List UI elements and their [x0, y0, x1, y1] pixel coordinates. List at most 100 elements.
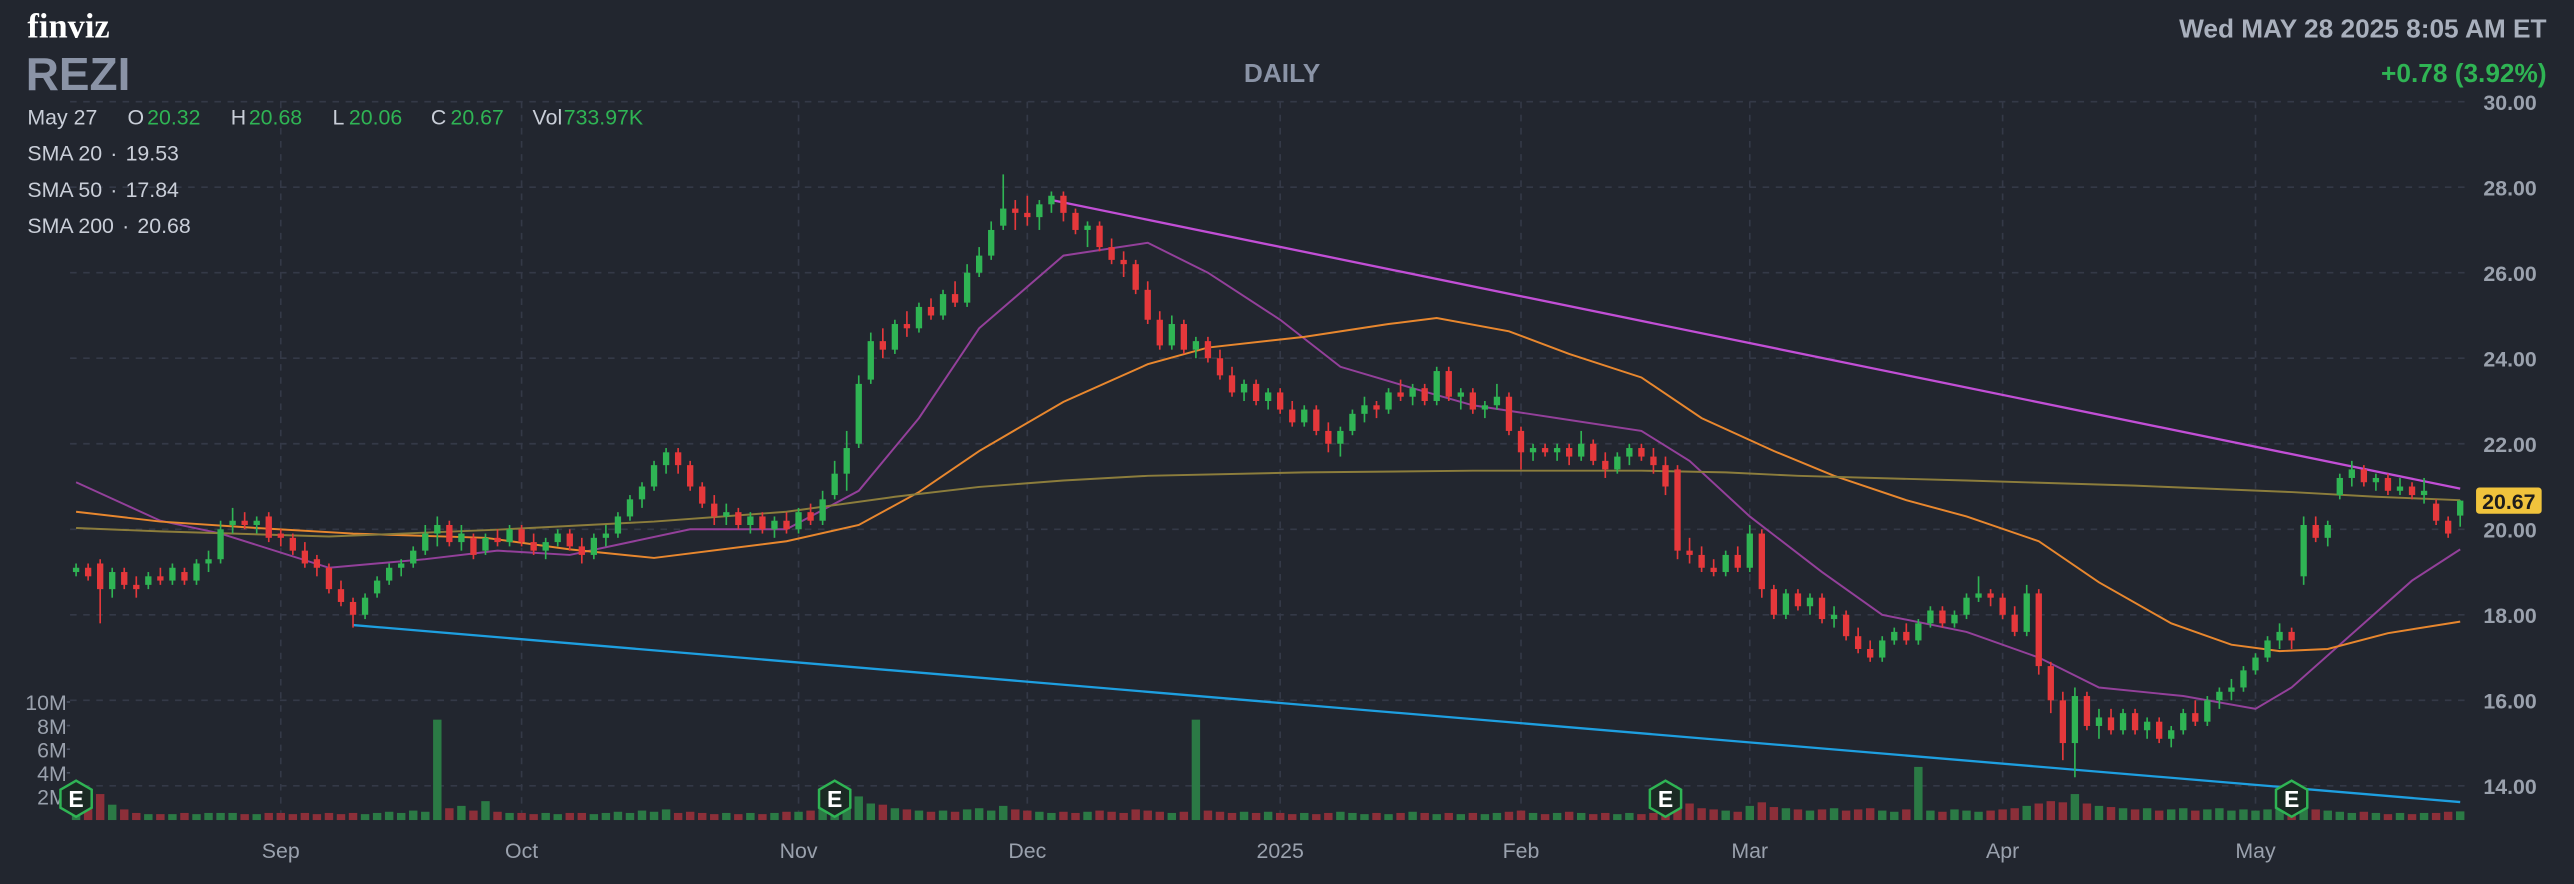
candle-body — [1144, 289, 1151, 320]
candle-body — [337, 589, 345, 602]
candle-body — [1361, 405, 1368, 414]
logo[interactable]: finviz — [27, 8, 109, 46]
volume-bar — [1589, 814, 1598, 821]
timeframe: DAILY — [1244, 58, 1321, 88]
candle-body — [1614, 456, 1621, 470]
candle-body — [1867, 649, 1874, 658]
volume-bar — [1829, 808, 1839, 821]
candle-body — [169, 567, 176, 581]
candle-body — [2444, 520, 2452, 534]
open-label: O — [127, 106, 144, 130]
volume-bar — [1107, 811, 1116, 821]
volume-bar — [2179, 808, 2188, 821]
candle-body — [1012, 208, 1019, 213]
candle-body — [1072, 212, 1079, 230]
volume-bar — [1492, 812, 1502, 821]
volume-bar — [1757, 802, 1767, 821]
sma-value: 19.53 — [126, 142, 179, 166]
volume-value: 733.97K — [564, 106, 643, 130]
volume-bar — [1191, 719, 1201, 821]
candle-body — [2252, 657, 2259, 671]
candle-body — [145, 576, 152, 585]
volume-bar — [1890, 811, 1899, 821]
volume-bar — [962, 809, 972, 821]
x-tick-label: Oct — [505, 839, 538, 863]
volume-bar — [673, 812, 683, 821]
candle-body — [650, 465, 658, 487]
candle-body — [229, 520, 236, 525]
x-tick-label: Apr — [1986, 839, 2019, 863]
volume-bar — [782, 811, 791, 821]
candle-body — [699, 486, 706, 504]
candle-body — [963, 272, 971, 303]
volume-bar — [2443, 811, 2453, 821]
volume-bar — [1396, 812, 1405, 821]
candle-body — [1216, 358, 1224, 376]
candle-body — [1517, 430, 1525, 453]
volume-bar — [2203, 809, 2212, 821]
candle-body — [879, 341, 886, 350]
candle-body — [2047, 666, 2054, 701]
volume-bar — [1564, 811, 1574, 821]
volume-bar — [1324, 812, 1333, 821]
candle-body — [1939, 610, 1946, 624]
volume-bar — [1865, 808, 1875, 821]
candle-body — [1180, 324, 1188, 350]
volume-bar — [1528, 812, 1538, 821]
candle-body — [795, 512, 802, 530]
volume-bar — [240, 814, 249, 821]
volume-bar — [372, 812, 382, 821]
candle-body — [494, 537, 501, 543]
volume-bar — [348, 812, 358, 821]
candle-body — [241, 520, 248, 525]
candle-body — [1349, 413, 1356, 431]
volume-bar — [1817, 809, 1827, 821]
candle-body — [2192, 713, 2199, 722]
ohlc-row: May 27 O 20.32 H 20.68 L 20.06 C 20.67 Vol 73… — [27, 106, 643, 130]
volume-bar — [818, 808, 827, 821]
volume-tick-label: 4M — [37, 762, 67, 786]
candle-body — [2324, 524, 2331, 538]
volume-bar — [433, 719, 442, 821]
candle-body — [807, 512, 814, 521]
volume-bar — [661, 809, 671, 821]
candle-body — [2457, 500, 2464, 516]
x-tick-label: 2025 — [1256, 839, 1303, 863]
candle-body — [578, 546, 585, 555]
volume-bar — [384, 811, 394, 821]
candle-body — [2059, 700, 2067, 744]
candle-body — [361, 597, 369, 615]
volume-bar — [1853, 809, 1863, 821]
volume-bar — [1167, 812, 1177, 821]
candle-body — [2107, 717, 2115, 731]
volume-bar — [1059, 811, 1068, 821]
volume-bar — [83, 805, 93, 821]
volume-bar — [1721, 810, 1730, 821]
volume-bar — [2311, 809, 2320, 821]
candle-body — [2420, 490, 2428, 496]
volume-bar — [1155, 811, 1164, 821]
volume-bar — [926, 811, 936, 821]
volume-bar — [445, 808, 454, 821]
candle-body — [771, 520, 778, 530]
volume-bar — [2082, 803, 2092, 821]
volume-bar — [938, 810, 948, 821]
volume-bar — [698, 812, 707, 821]
volume-bar — [156, 814, 165, 821]
candle-body — [2204, 700, 2211, 722]
volume-bar — [2215, 808, 2224, 821]
candle-body — [843, 448, 850, 474]
volume-bar — [421, 811, 430, 821]
volume-bar — [288, 814, 298, 821]
candle-body — [819, 499, 826, 521]
candle-body — [2023, 593, 2030, 632]
candle-body — [313, 559, 321, 568]
candle-body — [72, 567, 80, 573]
candle-body — [759, 516, 766, 530]
volume-bar — [806, 810, 815, 821]
candle-body — [1782, 593, 1790, 615]
last-price-label: 20.67 — [2482, 490, 2535, 514]
volume-bar — [2022, 805, 2031, 821]
volume-bar — [1300, 812, 1309, 821]
low-value: 20.06 — [349, 106, 402, 130]
